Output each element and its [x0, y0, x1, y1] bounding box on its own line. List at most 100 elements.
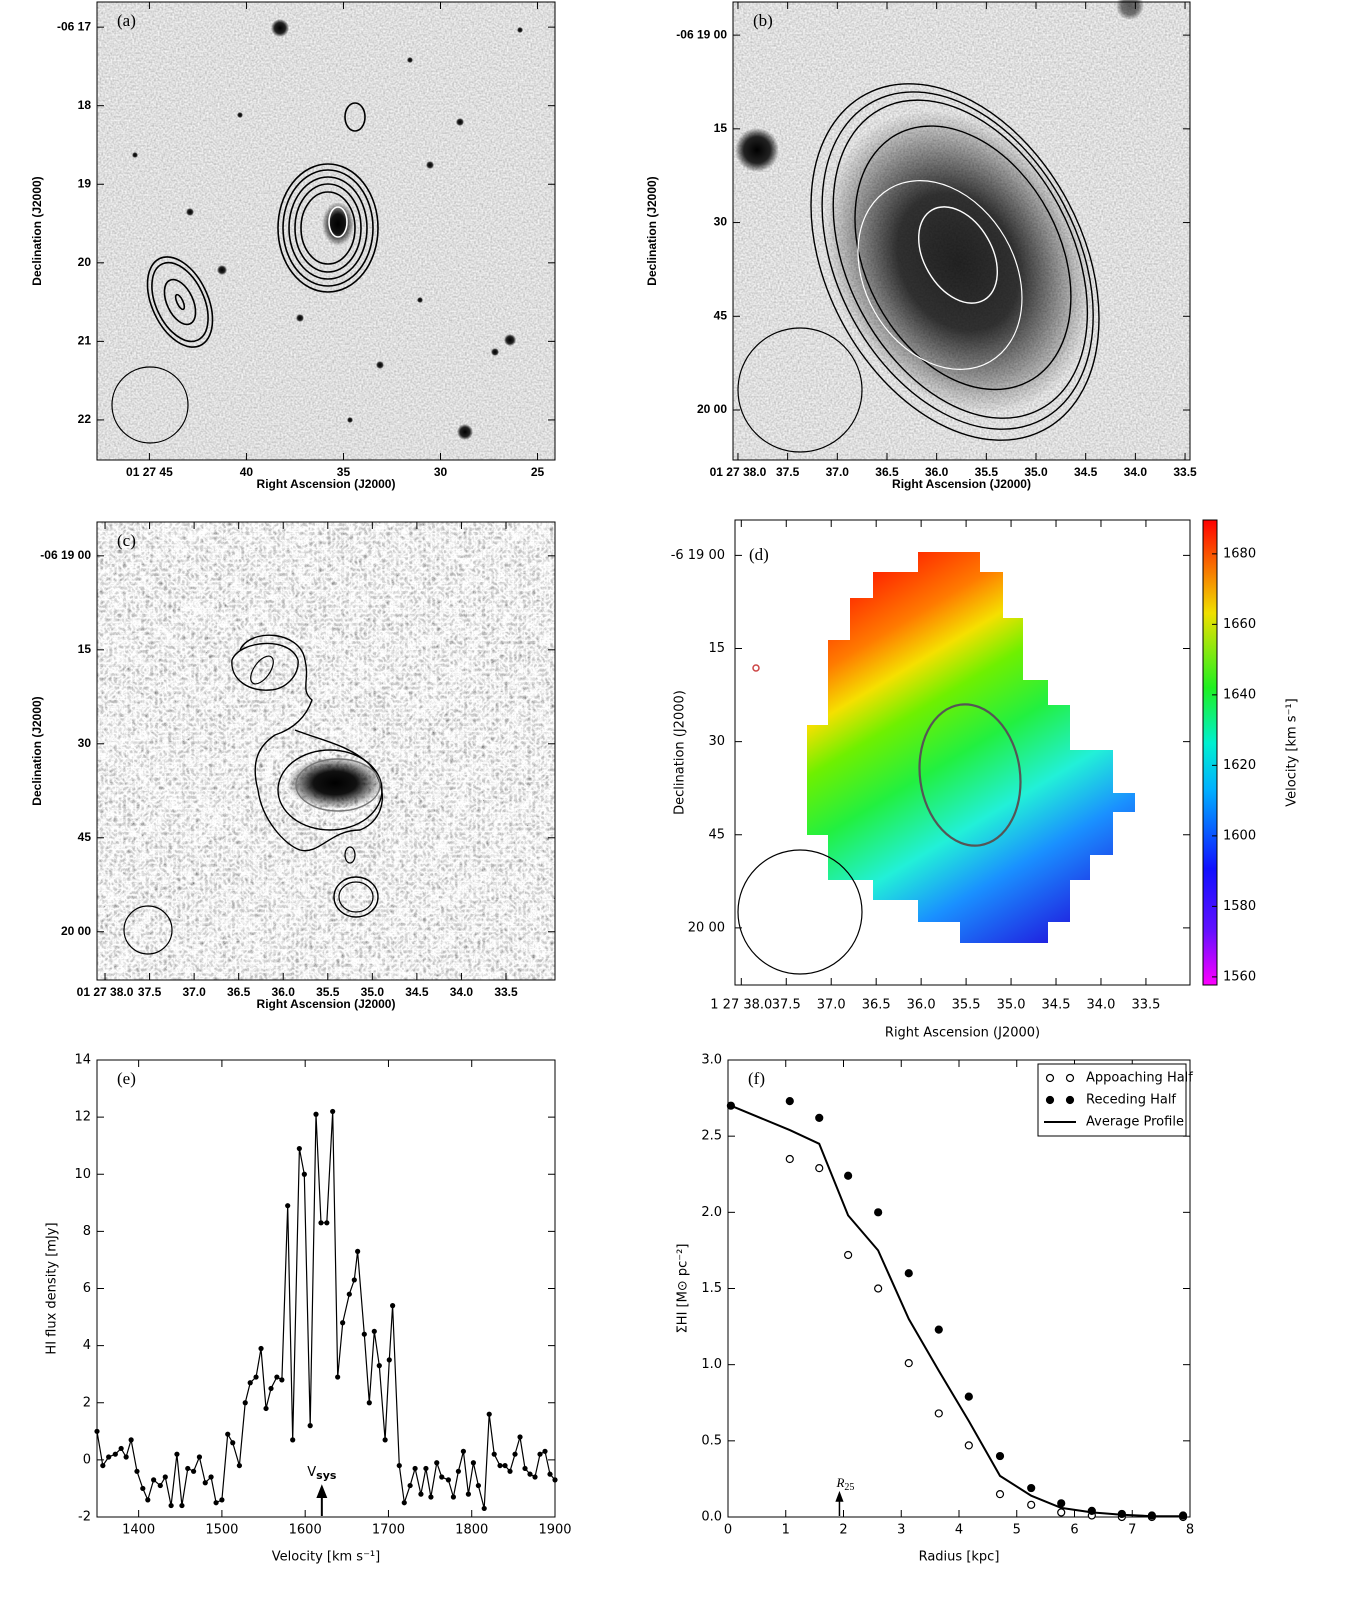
- beam: [111, 366, 189, 444]
- flux-point: [366, 1400, 372, 1406]
- y-tick-label: 45: [78, 830, 92, 844]
- x-axis-label: Right Ascension (J2000): [257, 477, 396, 491]
- y-tick-label: 45: [714, 308, 728, 322]
- y-tick-label: 15: [714, 121, 728, 135]
- x-tick-label: 30: [434, 465, 448, 479]
- x-tick-label: 36.0: [272, 985, 296, 999]
- annotation: Vsys: [307, 1465, 337, 1483]
- y-tick-label: 21: [78, 334, 92, 348]
- flux-point: [219, 1497, 225, 1503]
- contour: [277, 749, 383, 831]
- x-tick-label: 40: [240, 465, 254, 479]
- flux-point: [497, 1462, 503, 1469]
- flux-point: [386, 1357, 392, 1363]
- flux-point: [527, 1471, 533, 1477]
- x-tick-label: 1800: [455, 1523, 488, 1538]
- y-axis-label: Declination (J2000): [30, 696, 44, 805]
- y-tick-label: 18: [78, 98, 92, 112]
- x-tick-label: 1700: [372, 1523, 405, 1538]
- flux-point: [230, 1440, 236, 1446]
- flux-point: [486, 1411, 492, 1417]
- x-tick-label: 3: [897, 1523, 905, 1538]
- x-tick-label: 1600: [289, 1523, 322, 1538]
- contour: [344, 102, 366, 132]
- y-tick-label: -6 19 00: [671, 548, 725, 563]
- galaxy: [287, 757, 383, 809]
- contour: [146, 256, 214, 348]
- star: [132, 152, 138, 158]
- contour: [918, 206, 998, 304]
- profile-point: [995, 1451, 1005, 1461]
- x-tick-label: 36.0: [925, 465, 949, 479]
- contour: [918, 703, 1022, 847]
- y-tick-label: 20 00: [61, 924, 91, 938]
- profile-point: [844, 1171, 853, 1180]
- colorbar-tick-label: 1660: [1223, 617, 1256, 632]
- y-tick-label: 20 00: [697, 402, 727, 416]
- y-tick-label: -2: [78, 1510, 91, 1525]
- profile-point: [785, 1154, 794, 1164]
- profile-point: [815, 1113, 824, 1122]
- x-tick-label: 35: [337, 465, 351, 479]
- flux-point: [396, 1462, 402, 1469]
- legend-symbol: [1045, 1073, 1055, 1083]
- flux-point: [475, 1482, 481, 1489]
- plot-frame: [96, 521, 556, 981]
- flux-point: [318, 1220, 324, 1226]
- contour: [854, 125, 1072, 391]
- flux-point: [313, 1111, 319, 1117]
- y-tick-label: 14: [74, 1053, 91, 1068]
- annotation-arrow: [316, 1484, 328, 1516]
- colorbar: [1202, 519, 1218, 986]
- y-tick-label: 15: [78, 642, 92, 656]
- star: [735, 128, 779, 172]
- contour: [821, 91, 1094, 430]
- y-tick-label: 10: [74, 1167, 91, 1182]
- y-axis-label: Declination (J2000): [645, 176, 659, 285]
- beam: [737, 849, 863, 975]
- x-tick-label: 1400: [122, 1523, 155, 1538]
- contour: [832, 99, 1089, 419]
- x-tick-label: 34.5: [405, 985, 429, 999]
- profile-point: [1027, 1500, 1036, 1509]
- flux-point: [335, 1374, 341, 1380]
- x-tick-label: 1500: [205, 1523, 238, 1538]
- star: [271, 19, 289, 37]
- star: [217, 265, 227, 275]
- y-tick-label: 30: [708, 734, 725, 749]
- y-axis-label: Declination (J2000): [673, 690, 688, 815]
- profile-point: [934, 1409, 943, 1418]
- x-tick-label: 36.5: [227, 985, 251, 999]
- x-tick-label: 34.5: [1042, 998, 1071, 1013]
- y-tick-label: 8: [83, 1224, 91, 1239]
- flux-point: [361, 1331, 367, 1337]
- profile-line: [730, 1104, 1184, 1518]
- y-tick-label: 30: [78, 736, 92, 750]
- flux-point: [236, 1462, 242, 1469]
- legend-label: Receding Half: [1086, 1093, 1176, 1108]
- y-axis-label: HI flux density [mJy]: [45, 1222, 60, 1354]
- x-tick-label: 37.0: [182, 985, 206, 999]
- flux-point: [274, 1374, 280, 1380]
- legend-box: [1037, 1063, 1187, 1137]
- x-tick-label: 5: [1013, 1523, 1021, 1538]
- profile-point: [1057, 1508, 1066, 1517]
- star: [237, 112, 243, 118]
- flux-point: [465, 1491, 471, 1497]
- flux-point: [418, 1491, 424, 1497]
- flux-point: [268, 1385, 274, 1392]
- flux-point: [196, 1454, 203, 1460]
- flux-point: [439, 1474, 445, 1480]
- flux-point: [123, 1454, 129, 1460]
- profile-point: [1057, 1499, 1066, 1508]
- y-tick-label: 0.0: [701, 1510, 722, 1525]
- contour: [282, 169, 374, 287]
- panel-label: (f): [748, 1069, 765, 1088]
- flux-point: [106, 1454, 112, 1460]
- y-tick-label: 2.0: [701, 1205, 722, 1220]
- flux-point: [470, 1460, 476, 1466]
- colorbar-tick-label: 1620: [1223, 758, 1256, 773]
- star: [296, 314, 304, 322]
- flux-point: [285, 1203, 291, 1209]
